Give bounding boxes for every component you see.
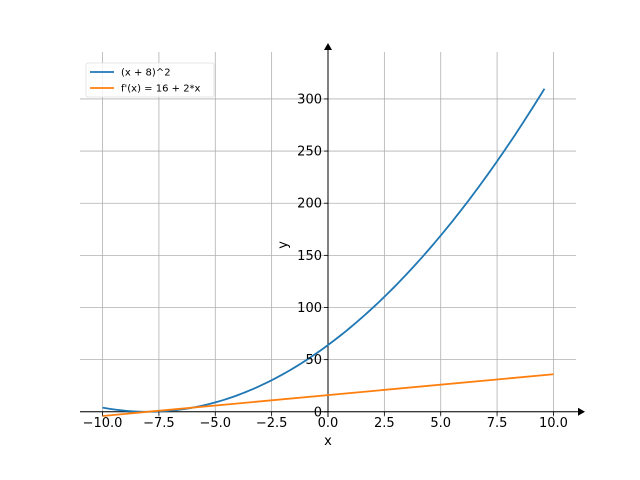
legend: (x + 8)^2 f'(x) = 16 + 2*x xyxy=(85,62,215,98)
legend-label: (x + 8)^2 xyxy=(121,68,171,79)
x-tick-label: 10.0 xyxy=(539,416,568,431)
x-tick-label: −10.0 xyxy=(83,416,123,431)
x-tick-label: −5.0 xyxy=(199,416,231,431)
x-tick-label: −7.5 xyxy=(143,416,175,431)
x-tick-label: 5.0 xyxy=(430,416,451,431)
x-tick-label: 2.5 xyxy=(374,416,395,431)
legend-label: f'(x) = 16 + 2*x xyxy=(121,84,201,95)
y-tick-label: 300 xyxy=(297,92,322,107)
y-axis-label: y xyxy=(276,241,291,249)
y-tick-label: 100 xyxy=(297,301,322,316)
x-tick-label: −2.5 xyxy=(256,416,288,431)
y-tick-label: 50 xyxy=(305,353,322,368)
x-axis-arrow xyxy=(578,407,585,416)
y-tick-label: 150 xyxy=(297,249,322,264)
x-axis-label: x xyxy=(324,434,332,449)
x-tick-label: 0.0 xyxy=(318,416,339,431)
series-line-2 xyxy=(102,373,554,417)
x-tick-label: 7.5 xyxy=(487,416,508,431)
y-axis-arrow xyxy=(324,43,332,50)
y-tick-label: 250 xyxy=(297,145,322,160)
ticks: −10.0 −7.5 −5.0 −2.5 0.0 2.5 5.0 7.5 10.0 0 50 100 1… xyxy=(83,92,568,430)
y-tick-label: 0 xyxy=(314,405,322,420)
series-line-1 xyxy=(102,88,546,413)
series-group xyxy=(102,88,554,417)
legend-box xyxy=(85,62,215,98)
y-tick-label: 200 xyxy=(297,197,322,212)
